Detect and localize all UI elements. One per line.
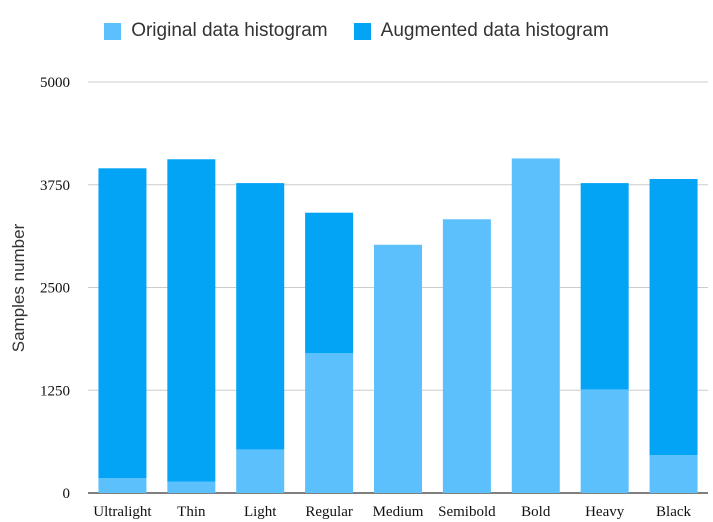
y-tick-labels: 0 1250 2500 3750 5000 <box>40 75 70 502</box>
y-tick-label: 2500 <box>40 281 70 297</box>
x-tick-label: Light <box>244 504 277 520</box>
bar-original-semibold <box>442 219 491 494</box>
bar-original-bold <box>511 158 560 494</box>
bar-augmented-regular <box>305 212 354 354</box>
bar-original-medium <box>374 244 422 493</box>
bars <box>98 158 698 494</box>
x-tick-label: Black <box>656 504 691 520</box>
x-tick-label: Heavy <box>585 504 625 520</box>
bar-original-ultralight <box>98 478 147 493</box>
bar-augmented-thin <box>167 159 216 482</box>
legend-item-augmented: Augmented data histogram <box>353 20 609 42</box>
bar-original-heavy <box>580 389 629 493</box>
legend-item-original: Original data histogram <box>104 20 328 42</box>
bar-original-light <box>236 449 285 493</box>
x-tick-label: Bold <box>521 504 551 520</box>
bar-original-thin <box>167 481 216 493</box>
y-axis-label: Samples number <box>9 223 28 352</box>
bar-original-black <box>649 455 698 493</box>
legend-label-original: Original data histogram <box>131 20 328 41</box>
bar-original-regular <box>305 353 354 493</box>
bar-augmented-light <box>236 183 285 450</box>
x-tick-label: Regular <box>305 504 352 520</box>
legend: Original data histogram Augmented data h… <box>0 16 713 46</box>
bar-augmented-heavy <box>580 183 629 390</box>
x-tick-label: Semibold <box>438 504 496 520</box>
x-tick-label: Thin <box>177 504 206 520</box>
legend-swatch-augmented <box>353 22 371 40</box>
legend-label-augmented: Augmented data histogram <box>380 20 609 41</box>
x-tick-label: Ultralight <box>93 504 152 520</box>
y-tick-label: 0 <box>63 486 71 502</box>
x-tick-label: Medium <box>373 504 424 520</box>
y-tick-label: 1250 <box>40 383 70 399</box>
bar-augmented-black <box>649 178 698 456</box>
bar-augmented-ultralight <box>98 168 147 479</box>
y-tick-label: 5000 <box>40 75 70 91</box>
y-tick-label: 3750 <box>40 178 70 194</box>
x-tick-labels: Ultralight Thin Light Regular Medium Semibold… <box>93 504 691 520</box>
legend-swatch-original <box>104 22 122 40</box>
